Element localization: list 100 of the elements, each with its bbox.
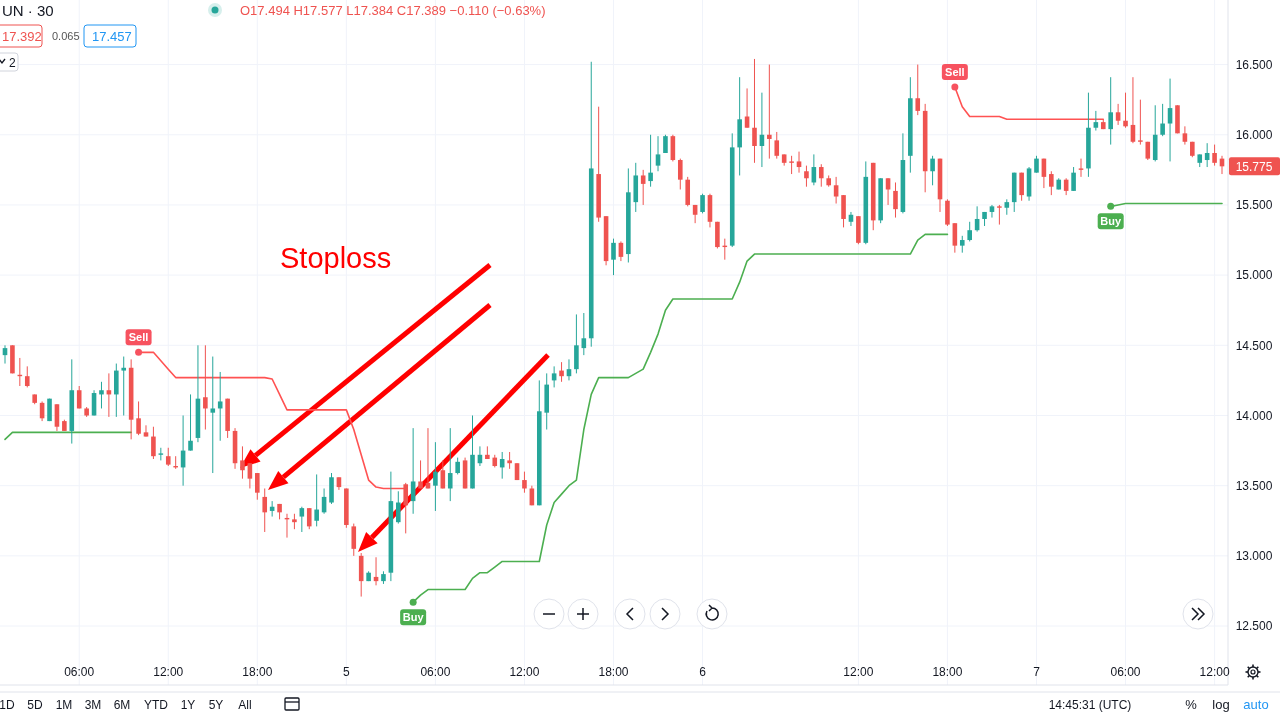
candlestick (1138, 99, 1143, 146)
candlestick (255, 472, 260, 501)
y-tick-label: 16.500 (1235, 57, 1273, 72)
candlestick (930, 155, 935, 186)
chart-subtitle: O17.494 H17.577 L17.384 C17.389 −0.110 (−0.63%) (240, 3, 546, 18)
candlestick (789, 155, 794, 175)
x-tick-label: 12:00 (1199, 665, 1230, 679)
candlestick (262, 487, 268, 533)
candlestick (299, 506, 305, 533)
text: 14:45:31 (UTC) (1048, 698, 1132, 712)
text: auto (1243, 697, 1269, 712)
candlestick (752, 58, 757, 164)
candlestick (306, 507, 312, 530)
x-tick-label: 06:00 (420, 665, 451, 679)
annotation: 0.065 (52, 30, 80, 42)
candlestick (136, 400, 141, 436)
candlestick (915, 64, 921, 116)
x-tick-label: 06:00 (64, 665, 95, 679)
annotation: 2 (9, 56, 16, 70)
candlestick (611, 238, 616, 276)
x-tick-label: 12:00 (509, 665, 540, 679)
candlestick (1108, 76, 1113, 146)
candlestick (1071, 166, 1076, 192)
candlestick (240, 445, 245, 480)
annotation: Buy (1100, 215, 1122, 228)
annotation: 17.392 (2, 29, 42, 44)
candlestick (967, 221, 972, 242)
candlestick (700, 193, 705, 214)
candlestick (314, 473, 319, 527)
candlestick (1212, 144, 1217, 167)
text: 5D (27, 698, 43, 712)
candlestick (522, 471, 527, 494)
text: All (238, 698, 252, 712)
x-tick-label: 5 (343, 665, 351, 679)
text: YTD (144, 698, 169, 712)
x-tick-label: 18:00 (242, 665, 273, 679)
candlestick (1078, 158, 1084, 178)
y-tick-label: 15.000 (1235, 268, 1273, 283)
candlestick (396, 490, 401, 525)
annotation: 17.457 (92, 29, 132, 44)
y-tick-label: 16.000 (1235, 127, 1273, 142)
candlestick (114, 363, 119, 418)
text: 1Y (180, 698, 196, 712)
text: 1M (55, 698, 73, 712)
candlestick (559, 361, 564, 383)
candlestick (418, 459, 423, 489)
candlestick (640, 169, 646, 206)
candlestick (1167, 78, 1173, 162)
x-tick-label: 6 (699, 665, 707, 679)
candlestick (1049, 170, 1054, 196)
text: log (1212, 697, 1230, 712)
annotation: Sell (128, 331, 149, 344)
candlestick (121, 356, 127, 416)
candlestick (203, 344, 208, 431)
candlestick (804, 165, 809, 188)
candlestick (433, 441, 438, 512)
candlestick (1093, 110, 1099, 132)
candlestick (774, 131, 780, 160)
candlestick (767, 64, 772, 160)
candlestick (1115, 103, 1121, 126)
text: 6M (113, 698, 131, 712)
candlestick (945, 198, 950, 227)
x-tick-label: 7 (1033, 665, 1041, 679)
text: % (1185, 697, 1198, 712)
candlestick (403, 482, 409, 534)
candlestick (677, 158, 683, 190)
y-tick-label: 12.500 (1235, 619, 1273, 634)
candlestick (833, 176, 839, 205)
annotation: Buy (402, 611, 425, 624)
candlestick (351, 523, 357, 557)
candlestick (655, 135, 661, 172)
candlestick (1019, 172, 1024, 202)
x-tick-label: 12:00 (843, 665, 874, 679)
candlestick (151, 426, 156, 460)
candlestick (997, 204, 1002, 226)
candlestick (447, 427, 453, 502)
candlestick (188, 393, 193, 452)
candlestick (24, 365, 30, 388)
x-tick-label: 18:00 (932, 665, 963, 679)
x-tick-label: 12:00 (153, 665, 184, 679)
annotation: Stoploss (280, 242, 392, 274)
x-tick-label: 18:00 (598, 665, 629, 679)
text: 15.775 (1235, 159, 1273, 174)
y-tick-label: 15.500 (1235, 198, 1273, 213)
candlestick (574, 313, 579, 374)
candlestick (247, 462, 253, 489)
candlestick (893, 181, 898, 219)
y-tick-label: 13.500 (1235, 478, 1273, 493)
y-tick-label: 14.500 (1235, 338, 1273, 353)
candlestick (796, 151, 802, 174)
candlestick (1182, 125, 1188, 146)
chart-title: UN · 30 (2, 2, 54, 19)
candlestick (1123, 92, 1128, 129)
point (951, 83, 959, 91)
candlestick (217, 371, 223, 442)
candlestick (648, 134, 653, 188)
candlestick (1160, 103, 1165, 137)
text: 1D (0, 698, 15, 712)
point (135, 348, 143, 356)
point (409, 598, 417, 606)
